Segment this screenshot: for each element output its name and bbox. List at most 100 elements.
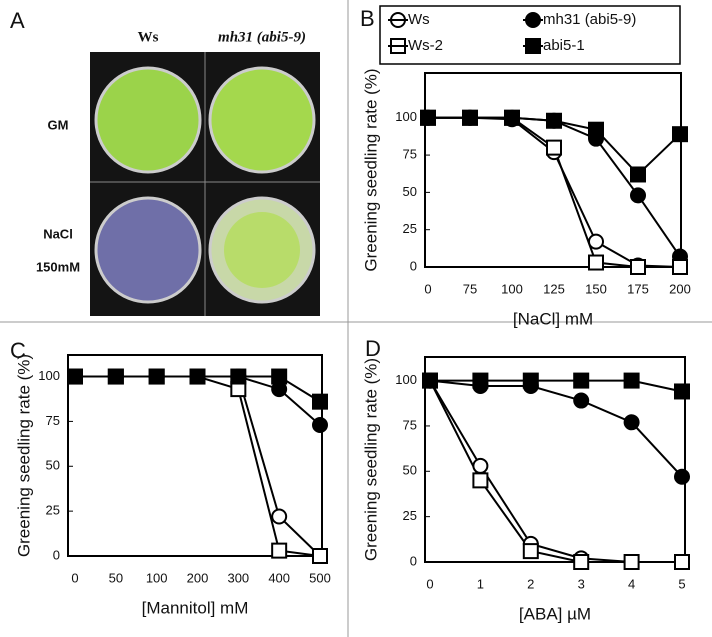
marker: [674, 468, 690, 485]
marker: [573, 554, 590, 570]
marker: [312, 416, 328, 433]
x-tick-label: 50: [109, 570, 123, 585]
marker: [623, 372, 640, 389]
marker: [546, 112, 562, 129]
x-tick-label: 500: [309, 570, 331, 585]
y-axis-label: Greening seedling rate (%): [361, 358, 380, 561]
y-tick-label: 50: [403, 463, 417, 478]
marker: [312, 393, 328, 410]
marker: [573, 372, 590, 389]
marker: [546, 139, 562, 156]
marker: [623, 554, 640, 570]
marker: [472, 457, 489, 474]
x-axis-label: [ABA] µM: [519, 604, 591, 623]
marker: [522, 543, 539, 560]
y-tick-label: 25: [403, 221, 417, 236]
marker: [312, 548, 328, 564]
y-axis-label: Greening seedling rate (%): [14, 354, 33, 557]
plot-frame: [67, 354, 323, 557]
plot-frame: [424, 72, 682, 268]
legend-label: Ws: [408, 11, 430, 28]
legend-label: Ws-2: [408, 37, 443, 54]
panel-label: C: [10, 338, 26, 363]
x-axis-label: [Mannitol] mM: [142, 598, 249, 617]
y-axis-label: Greening seedling rate (%): [361, 68, 380, 271]
y-tick-label: 100: [395, 372, 417, 387]
y-tick-label: 100: [38, 368, 60, 383]
marker: [630, 259, 646, 275]
legend-label: abi5-1: [543, 37, 585, 54]
marker: [271, 368, 288, 385]
marker: [674, 383, 690, 400]
legend-label: mh31 (abi5-9): [543, 11, 636, 28]
series-line: [429, 380, 682, 563]
x-tick-label: 3: [578, 576, 585, 591]
marker: [271, 542, 288, 559]
series-line: [428, 116, 681, 258]
x-tick-label: 100: [146, 570, 168, 585]
marker: [67, 368, 83, 385]
plot-frame: [424, 356, 686, 563]
panel-label: A: [10, 8, 25, 33]
marker: [148, 368, 165, 385]
y-tick-label: 25: [46, 503, 60, 518]
marker: [573, 392, 590, 409]
marker: [420, 109, 436, 126]
x-tick-label: 0: [426, 576, 433, 591]
y-tick-label: 25: [403, 508, 417, 523]
marker: [462, 109, 478, 126]
x-tick-label: 200: [187, 570, 209, 585]
x-tick-label: 150: [585, 281, 607, 296]
y-tick-label: 75: [46, 413, 60, 428]
y-tick-label: 0: [410, 553, 417, 568]
y-tick-label: 50: [46, 458, 60, 473]
y-tick-label: 0: [53, 547, 60, 562]
marker: [630, 187, 646, 204]
x-tick-label: 75: [463, 281, 477, 296]
x-axis-label: [NaCl] mM: [513, 309, 593, 328]
series-line: [75, 375, 321, 557]
x-tick-label: 2: [527, 576, 534, 591]
marker: [504, 109, 520, 126]
x-tick-label: 200: [669, 281, 691, 296]
marker: [672, 259, 688, 275]
row-label: NaCl: [43, 226, 73, 241]
y-tick-label: 100: [395, 109, 417, 124]
marker: [588, 254, 604, 271]
marker: [623, 414, 640, 431]
series-line: [75, 375, 321, 557]
marker: [271, 508, 288, 525]
column-label: mh31 (abi5-9): [218, 29, 306, 45]
marker: [472, 472, 489, 489]
series-line: [429, 379, 683, 478]
marker: [630, 166, 646, 183]
series-line: [429, 380, 682, 563]
x-tick-label: 100: [501, 281, 523, 296]
marker: [588, 233, 604, 250]
marker: [230, 368, 247, 385]
x-tick-label: 125: [543, 281, 565, 296]
marker: [522, 372, 539, 389]
x-tick-label: 0: [71, 570, 78, 585]
marker: [189, 368, 206, 385]
panel-label: B: [360, 6, 375, 31]
photo: [90, 52, 320, 316]
x-tick-label: 300: [227, 570, 249, 585]
x-tick-label: 400: [268, 570, 290, 585]
row-label: GM: [48, 117, 69, 132]
marker: [674, 554, 690, 570]
marker: [472, 372, 489, 389]
x-tick-label: 175: [627, 281, 649, 296]
marker: [672, 126, 688, 143]
y-tick-label: 75: [403, 417, 417, 432]
series-line: [430, 379, 683, 393]
marker: [422, 372, 438, 389]
marker: [107, 368, 124, 385]
column-label: Ws: [138, 29, 159, 45]
row-label: 150mM: [36, 259, 80, 274]
panel-label: D: [365, 336, 381, 361]
y-tick-label: 75: [403, 147, 417, 162]
y-tick-label: 50: [403, 184, 417, 199]
x-tick-label: 4: [628, 576, 635, 591]
